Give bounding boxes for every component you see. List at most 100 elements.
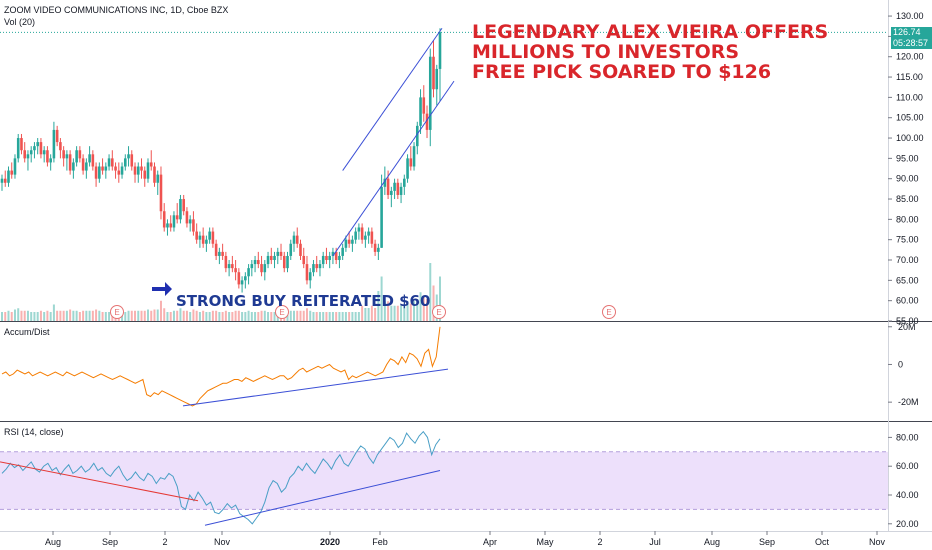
volume-bar <box>211 310 214 321</box>
candle <box>347 231 351 248</box>
candle <box>409 146 413 171</box>
price-tick-label: 85.00 <box>896 194 919 204</box>
candle <box>344 235 348 252</box>
candle-body <box>120 166 124 175</box>
rsi-tick-label: 80.00 <box>896 432 919 442</box>
candle <box>279 243 283 261</box>
volume-bar <box>260 310 263 321</box>
rsi-downtrend <box>0 461 199 502</box>
earnings-marker <box>275 305 289 319</box>
candle <box>7 166 10 187</box>
volume-bar <box>422 296 425 321</box>
price-tick-label: 90.00 <box>896 174 919 184</box>
volume-bar <box>10 312 13 321</box>
volume-bar <box>322 312 325 321</box>
time-tick-label: Jul <box>649 537 661 547</box>
volume-bar <box>43 312 46 321</box>
candle <box>370 227 374 248</box>
candle <box>308 268 312 289</box>
price-tick-label: 105.00 <box>896 113 924 123</box>
candle <box>72 158 75 179</box>
time-tick-label: Sep <box>759 537 775 547</box>
candle-body <box>59 142 62 151</box>
candle <box>111 150 114 171</box>
candle <box>208 227 211 244</box>
candle-body <box>419 97 422 126</box>
volume-bar <box>202 310 205 321</box>
candle <box>20 133 23 155</box>
candle-body <box>166 223 169 228</box>
candle-body <box>289 243 293 256</box>
volume-label: Vol (20) <box>4 17 36 27</box>
candle <box>360 223 364 244</box>
candle-body <box>360 227 364 240</box>
candle <box>338 251 341 269</box>
candle <box>234 260 237 281</box>
candle-body <box>244 276 247 281</box>
accum-tick-label: 0 <box>898 359 903 369</box>
volume-bar <box>331 312 334 321</box>
candle <box>33 142 36 159</box>
candle-body <box>334 251 338 261</box>
candle-body <box>308 272 312 281</box>
volume-bar <box>215 310 218 321</box>
volume-bar <box>348 312 351 321</box>
candle-body <box>292 235 296 244</box>
time-tick-label: 2 <box>162 537 167 547</box>
volume-bar <box>147 309 149 321</box>
candle-body <box>221 251 224 256</box>
volume-bar <box>387 301 390 321</box>
candle <box>39 138 43 159</box>
volume-bar <box>328 312 331 321</box>
candle-body <box>46 150 49 163</box>
candle <box>328 251 331 269</box>
volume-bar <box>315 312 318 321</box>
candle-body <box>364 235 367 240</box>
volume-bar <box>325 312 328 321</box>
candle-body <box>331 251 335 256</box>
candle <box>302 247 306 269</box>
volume-bar <box>95 309 98 321</box>
candle-body <box>156 174 160 183</box>
candle <box>312 260 315 277</box>
candle <box>169 215 173 232</box>
accum-tick-label: 20M <box>898 322 916 332</box>
candle-body <box>205 239 208 244</box>
candle <box>10 162 14 179</box>
candle-body <box>111 158 114 167</box>
volume-bar <box>33 312 36 321</box>
last-price-tag: 126.74 <box>891 27 932 38</box>
volume-bar <box>237 310 240 321</box>
volume-bar <box>78 312 81 321</box>
candle-body <box>279 251 283 256</box>
candle-body <box>149 162 153 167</box>
candle-body <box>162 211 166 228</box>
volume-bar <box>134 310 137 321</box>
candle <box>94 162 98 187</box>
candle-body <box>169 223 173 228</box>
candle-body <box>338 255 341 261</box>
candle-body <box>396 182 400 195</box>
volume-bar <box>309 310 312 321</box>
candle-body <box>75 150 78 163</box>
volume-bar <box>357 312 360 321</box>
candle <box>29 146 33 163</box>
candle-body <box>312 264 315 273</box>
candle-body <box>179 199 182 220</box>
volume-bar <box>426 299 429 321</box>
earnings-marker <box>602 305 616 319</box>
candle <box>16 133 20 163</box>
candle-body <box>432 56 435 90</box>
volume-bar <box>176 310 179 321</box>
candle <box>192 211 195 236</box>
volume-bar <box>101 312 104 321</box>
candle-body <box>276 251 280 256</box>
candle-body <box>123 158 127 167</box>
candle <box>91 150 95 171</box>
candle-body <box>81 158 85 171</box>
candle <box>140 158 143 179</box>
candle-body <box>390 190 393 195</box>
volume-bar <box>169 312 172 321</box>
volume-bar <box>98 310 101 321</box>
volume-bar <box>208 312 211 321</box>
